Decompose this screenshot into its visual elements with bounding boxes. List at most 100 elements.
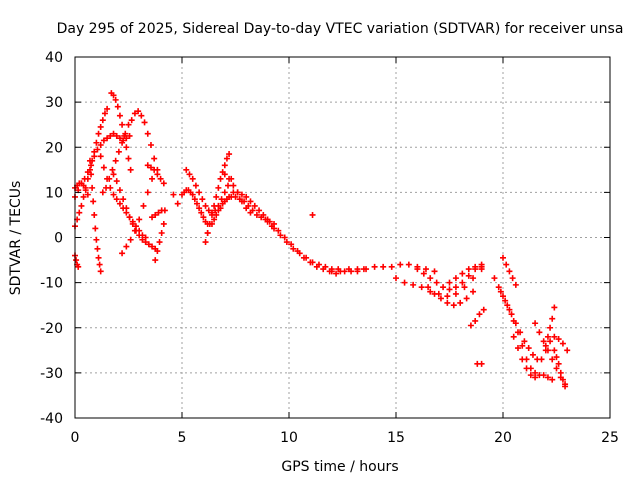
data-point: [320, 266, 327, 273]
data-point: [92, 225, 99, 232]
data-point: [431, 268, 438, 275]
data-point: [114, 103, 121, 110]
data-point: [243, 205, 250, 212]
data-point: [549, 376, 556, 383]
data-point: [109, 166, 116, 173]
data-point: [215, 184, 222, 191]
data-point: [141, 119, 148, 126]
data-point: [444, 299, 451, 306]
data-point: [225, 182, 232, 189]
data-point: [420, 270, 427, 277]
grid-lines: [75, 57, 610, 418]
series-arc-k: [144, 162, 167, 187]
data-point: [247, 198, 254, 205]
data-point: [113, 132, 120, 139]
series-arc-u: [264, 218, 367, 275]
data-point: [547, 338, 554, 345]
data-point: [196, 189, 203, 196]
data-point: [116, 135, 123, 142]
data-point: [128, 117, 135, 124]
data-point: [129, 220, 136, 227]
data-point: [452, 275, 459, 282]
data-point: [523, 365, 530, 372]
data-point: [151, 155, 158, 162]
data-point: [418, 284, 425, 291]
x-axis-label: GPS time / hours: [281, 459, 398, 475]
data-point: [96, 261, 103, 268]
data-point: [221, 189, 228, 196]
data-point: [553, 354, 560, 361]
data-point: [131, 110, 138, 117]
data-point: [120, 196, 127, 203]
data-point: [149, 175, 156, 182]
data-point: [116, 200, 123, 207]
data-point: [151, 166, 158, 173]
data-point: [290, 245, 297, 252]
data-point: [191, 196, 198, 203]
data-point: [260, 211, 267, 218]
data-point: [95, 254, 102, 261]
data-point: [157, 175, 164, 182]
data-point: [97, 268, 104, 275]
data-point: [95, 130, 102, 137]
data-point: [465, 272, 472, 279]
data-point: [555, 360, 562, 367]
data-point: [527, 372, 534, 379]
data-point: [144, 162, 151, 169]
data-point: [440, 284, 447, 291]
data-point: [525, 345, 532, 352]
y-tick-label: 10: [45, 185, 63, 201]
data-point: [221, 171, 228, 178]
data-point: [97, 141, 104, 148]
data-point: [540, 372, 547, 379]
data-point: [354, 266, 361, 273]
data-point: [549, 356, 556, 363]
data-point: [480, 306, 487, 313]
data-point: [123, 144, 130, 151]
data-point: [277, 232, 284, 239]
data-point: [478, 261, 485, 268]
data-point: [196, 205, 203, 212]
x-tick-label: 0: [71, 430, 80, 446]
data-point: [238, 191, 245, 198]
data-point: [223, 155, 230, 162]
data-point: [519, 342, 526, 349]
data-point: [446, 279, 453, 286]
data-point: [183, 166, 190, 173]
y-tick-label: -10: [40, 276, 63, 292]
data-point: [559, 376, 566, 383]
data-point: [217, 175, 224, 182]
series-arc-ad: [474, 360, 485, 367]
data-point: [459, 279, 466, 286]
data-point: [116, 187, 123, 194]
data-point: [147, 141, 154, 148]
y-tick-label: 20: [45, 140, 63, 156]
data-point: [504, 302, 511, 309]
data-point: [125, 155, 132, 162]
data-point: [78, 202, 85, 209]
data-point: [156, 239, 163, 246]
series-arc-aj: [538, 333, 571, 363]
series-arc-f: [99, 108, 161, 196]
data-point: [140, 202, 147, 209]
data-point: [544, 333, 551, 340]
data-point: [512, 281, 519, 288]
data-point: [126, 214, 133, 221]
data-point: [107, 132, 114, 139]
data-point: [88, 162, 95, 169]
data-point: [113, 196, 120, 203]
series-arc-m: [149, 207, 168, 221]
series-arc-ab: [446, 261, 485, 286]
data-point: [328, 268, 335, 275]
data-point: [119, 139, 126, 146]
data-point: [256, 207, 263, 214]
data-point: [243, 193, 250, 200]
data-point: [472, 317, 479, 324]
data-point: [161, 207, 168, 214]
data-point: [149, 243, 156, 250]
series-arc-j: [119, 175, 156, 257]
data-point: [213, 193, 220, 200]
data-point: [562, 381, 569, 388]
data-point: [300, 254, 307, 261]
data-point: [139, 236, 146, 243]
